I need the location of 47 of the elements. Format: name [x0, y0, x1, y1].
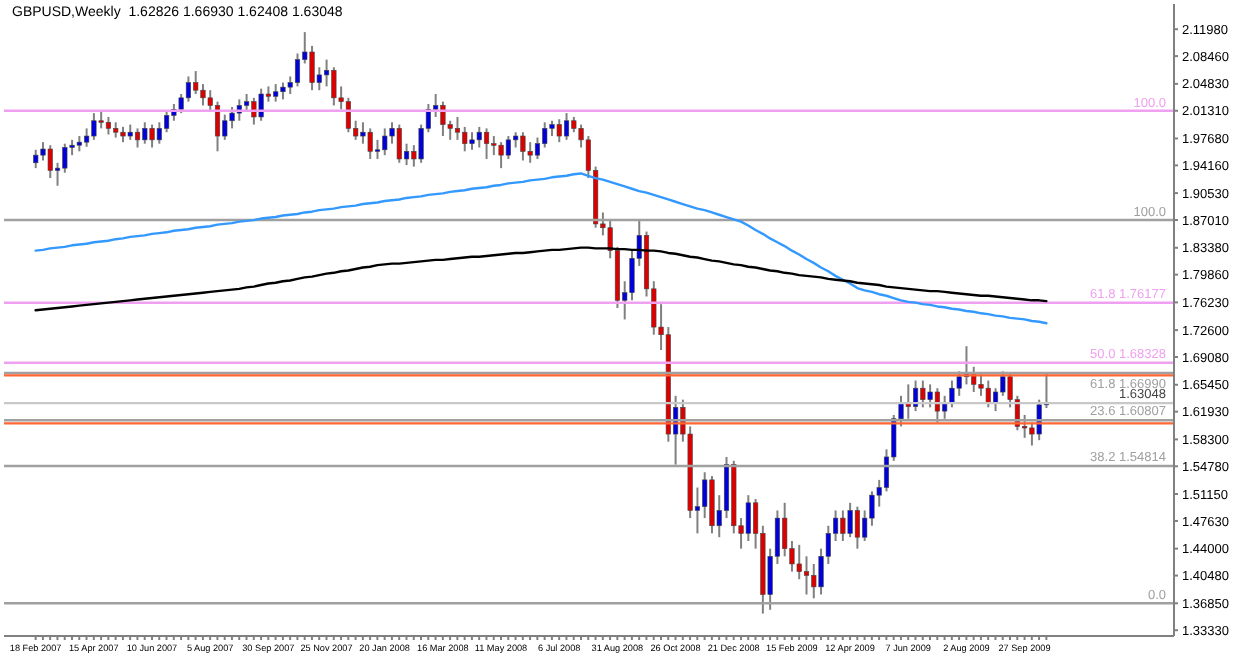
candlestick [905, 383, 911, 420]
candlestick [462, 125, 468, 153]
candlestick [185, 75, 191, 103]
candlestick [847, 501, 853, 539]
candlestick [985, 379, 991, 409]
candlestick [454, 115, 461, 141]
candlestick [251, 96, 257, 126]
candlestick [367, 127, 373, 160]
candlestick [498, 141, 504, 170]
candlestick [556, 118, 562, 144]
candlestick [534, 136, 541, 160]
candlestick [294, 52, 301, 88]
candlestick [382, 127, 388, 157]
candlestick [156, 121, 162, 145]
candlestick [840, 509, 846, 543]
line-series [34, 172, 1048, 325]
candlestick [476, 125, 482, 149]
candlestick [396, 123, 402, 164]
candlestick [934, 387, 940, 424]
candlestick [920, 379, 926, 409]
candlestick [927, 383, 933, 409]
candlestick [440, 100, 446, 138]
candlestick [745, 494, 751, 543]
candlestick [542, 121, 548, 149]
candlestick [164, 110, 170, 134]
candlestick [134, 127, 141, 149]
candlestick [709, 475, 715, 535]
candlestick [258, 87, 264, 122]
candlestick [702, 471, 708, 520]
candlestick [47, 144, 53, 180]
candlestick [803, 555, 810, 596]
candlestick [854, 505, 860, 550]
candlestick [33, 148, 39, 170]
candlestick [563, 112, 570, 141]
candlestick [222, 113, 228, 141]
candlestick [520, 131, 526, 162]
candlestick [811, 562, 817, 600]
candlestick [149, 123, 155, 149]
candlestick [214, 100, 221, 153]
candlestick [723, 455, 730, 520]
candlestick [142, 121, 148, 145]
candlestick [505, 135, 511, 160]
candlestick [360, 121, 366, 145]
candlestick [374, 138, 381, 160]
candlestick [91, 112, 97, 141]
candlestick [331, 66, 337, 107]
candlestick [484, 127, 490, 160]
